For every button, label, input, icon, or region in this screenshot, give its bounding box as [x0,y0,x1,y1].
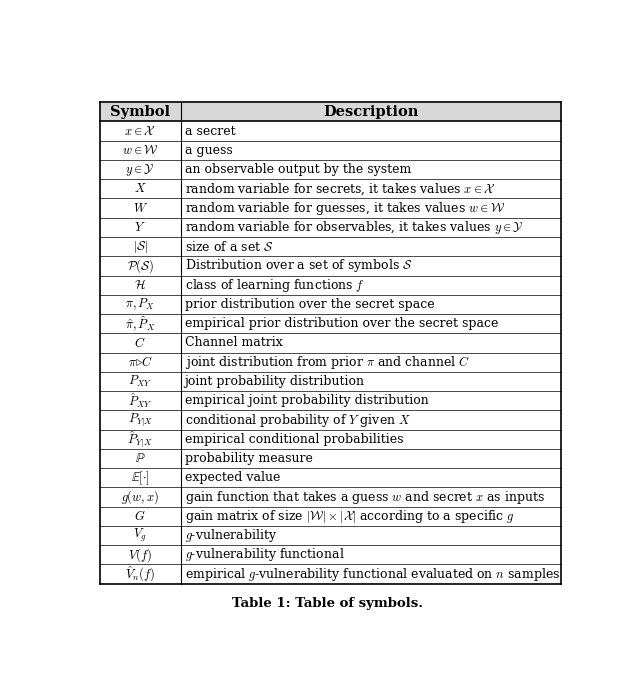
Text: probability measure: probability measure [184,452,312,465]
Text: $G$: $G$ [134,509,146,523]
Text: size of a set $\mathcal{S}$: size of a set $\mathcal{S}$ [184,240,273,254]
Text: $w \in \mathcal{W}$: $w \in \mathcal{W}$ [122,144,159,157]
Text: $\mathbb{P}$: $\mathbb{P}$ [135,452,145,465]
Text: Channel matrix: Channel matrix [184,336,282,350]
Text: $y \in \mathcal{Y}$: $y \in \mathcal{Y}$ [125,161,155,177]
Text: random variable for guesses, it takes values $w \in \mathcal{W}$: random variable for guesses, it takes va… [184,199,505,217]
Text: empirical joint probability distribution: empirical joint probability distribution [184,394,428,407]
Text: Symbol: Symbol [110,105,170,119]
Text: $g$-vulnerability functional: $g$-vulnerability functional [184,546,344,564]
Text: $V(f)$: $V(f)$ [128,546,152,564]
Text: Distribution over a set of symbols $\mathcal{S}$: Distribution over a set of symbols $\mat… [184,257,412,275]
Text: $g$-vulnerability: $g$-vulnerability [184,527,276,544]
Text: $\pi, P_X$: $\pi, P_X$ [125,297,156,312]
Text: gain matrix of size $|\mathcal{W}| \times |\mathcal{X}|$ according to a specific: gain matrix of size $|\mathcal{W}| \time… [184,508,515,525]
Text: $X$: $X$ [134,182,147,195]
Text: expected value: expected value [184,471,280,484]
Text: $\mathbb{E}[\cdot]$: $\mathbb{E}[\cdot]$ [131,469,150,486]
Text: a guess: a guess [184,144,232,157]
Text: $\hat{P}_{XY}$: $\hat{P}_{XY}$ [128,391,152,410]
Text: $V_g$: $V_g$ [134,527,147,544]
Text: prior distribution over the secret space: prior distribution over the secret space [184,298,434,311]
Text: empirical $g$-vulnerability functional evaluated on $n$ samples: empirical $g$-vulnerability functional e… [184,566,560,582]
Text: $|\mathcal{S}|$: $|\mathcal{S}|$ [132,238,148,254]
Text: $P_{Y|X}$: $P_{Y|X}$ [128,411,153,429]
Text: $Y$: $Y$ [134,221,146,234]
Text: $\hat{V}_n(f)$: $\hat{V}_n(f)$ [125,564,156,584]
Text: joint probability distribution: joint probability distribution [184,375,365,388]
Text: a secret: a secret [184,124,235,138]
Text: random variable for observables, it takes values $y \in \mathcal{Y}$: random variable for observables, it take… [184,219,524,236]
Text: $\mathcal{H}$: $\mathcal{H}$ [134,278,146,292]
Text: empirical conditional probabilities: empirical conditional probabilities [184,433,403,445]
Text: conditional probability of $Y$ given $X$: conditional probability of $Y$ given $X$ [184,411,411,429]
Text: empirical prior distribution over the secret space: empirical prior distribution over the se… [184,317,498,330]
Text: gain function that takes a guess $w$ and secret $x$ as inputs: gain function that takes a guess $w$ and… [184,489,545,505]
Text: $\hat{\pi}, \hat{P}_X$: $\hat{\pi}, \hat{P}_X$ [125,314,156,333]
Text: class of learning functions $f$: class of learning functions $f$ [184,277,364,294]
Text: $P_{XY}$: $P_{XY}$ [128,374,152,389]
Text: $g(w, x)$: $g(w, x)$ [121,488,159,506]
Text: $\hat{P}_{Y|X}$: $\hat{P}_{Y|X}$ [127,429,153,450]
Text: $x \in \mathcal{X}$: $x \in \mathcal{X}$ [124,124,156,138]
Text: random variable for secrets, it takes values $x \in \mathcal{X}$: random variable for secrets, it takes va… [184,181,495,197]
Text: $\pi {\triangleright} C$: $\pi {\triangleright} C$ [128,355,152,369]
Text: $W$: $W$ [132,202,148,215]
Bar [100,102,561,122]
Text: joint distribution from prior $\pi$ and channel $C$: joint distribution from prior $\pi$ and … [184,354,470,370]
Text: Description: Description [323,105,419,119]
Text: $\mathcal{P}(\mathcal{S})$: $\mathcal{P}(\mathcal{S})$ [127,257,154,275]
Text: $C$: $C$ [134,336,146,350]
Text: Table 1: Table of symbols.: Table 1: Table of symbols. [232,597,424,610]
Text: an observable output by the system: an observable output by the system [184,163,411,176]
